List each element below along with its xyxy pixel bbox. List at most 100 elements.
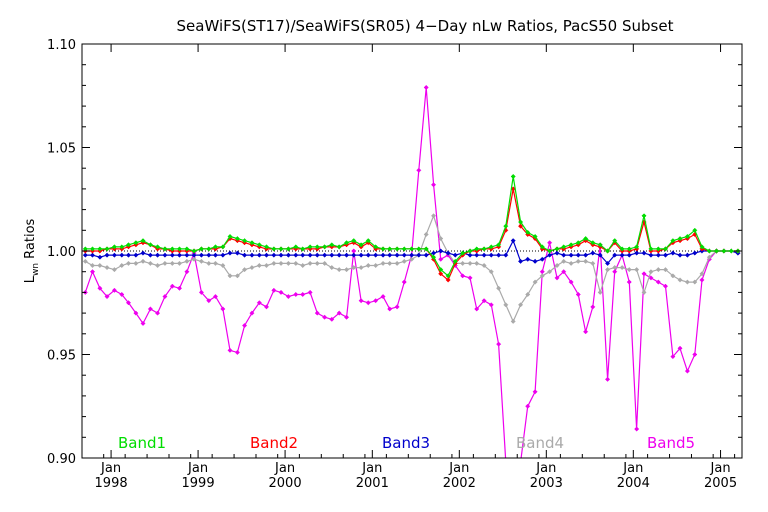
data-point-band4 — [626, 267, 632, 273]
data-point-band4 — [119, 262, 125, 269]
data-point-band4 — [263, 262, 270, 269]
data-point-band5 — [336, 310, 342, 316]
data-point-band1 — [344, 240, 350, 246]
data-point-band4 — [634, 267, 640, 273]
data-point-band5 — [662, 283, 669, 289]
data-point-band4 — [648, 269, 654, 275]
x-tick-year-label: 1998 — [95, 476, 128, 491]
data-point-band1 — [387, 246, 393, 252]
data-point-band4 — [575, 258, 581, 264]
data-point-band3 — [307, 252, 313, 258]
data-point-band5 — [496, 341, 502, 347]
legend-label-band1: Band1 — [118, 434, 166, 452]
data-point-band4 — [387, 260, 393, 266]
data-point-band4 — [89, 262, 96, 269]
data-point-band1 — [619, 246, 625, 252]
data-point-band4 — [206, 260, 212, 266]
data-point-band3 — [692, 250, 698, 256]
data-point-band3 — [445, 250, 451, 256]
data-point-band3 — [336, 252, 342, 258]
data-point-band4 — [619, 265, 625, 271]
data-point-band3 — [329, 252, 335, 258]
x-tick-month-label: Jan — [448, 461, 469, 476]
data-point-band5 — [271, 287, 277, 293]
data-point-band4 — [365, 262, 371, 269]
data-point-band1 — [728, 248, 734, 254]
legend-label-band4: Band4 — [516, 434, 564, 452]
data-point-band1 — [169, 246, 175, 252]
data-point-band4 — [547, 269, 553, 275]
data-point-band3 — [322, 252, 328, 258]
data-point-band3 — [285, 252, 291, 258]
data-point-band3 — [184, 252, 190, 258]
data-point-band3 — [82, 252, 88, 258]
data-point-band4 — [104, 265, 110, 271]
data-point-band1 — [111, 244, 117, 250]
data-point-band1 — [322, 244, 328, 250]
data-point-band5 — [234, 349, 240, 355]
legend-label-band3: Band3 — [382, 434, 430, 452]
y-axis-label-rest: Ratios — [23, 218, 38, 263]
data-point-band4 — [474, 260, 480, 266]
data-point-band4 — [561, 258, 567, 264]
data-point-band5 — [263, 304, 270, 310]
data-point-band2 — [445, 277, 451, 283]
data-point-band1 — [307, 244, 313, 250]
x-tick-month-label: Jan — [100, 461, 121, 476]
data-point-band4 — [358, 265, 364, 271]
data-point-band4 — [198, 258, 204, 264]
data-point-band3 — [605, 260, 611, 266]
data-point-band4 — [597, 289, 603, 295]
data-point-band5 — [605, 376, 611, 382]
data-point-band1 — [97, 246, 103, 252]
data-point-band4 — [329, 265, 335, 271]
data-point-band5 — [249, 310, 255, 316]
data-point-band1 — [119, 244, 125, 250]
data-point-band3 — [539, 256, 545, 262]
data-point-band4 — [525, 291, 531, 298]
data-point-band3 — [293, 252, 299, 258]
data-point-band4 — [300, 262, 306, 269]
data-point-band5 — [518, 460, 522, 464]
data-point-band4 — [612, 265, 618, 271]
data-point-band4 — [155, 262, 161, 269]
data-point-band1 — [670, 238, 676, 244]
data-point-band5 — [365, 300, 371, 306]
data-point-band4 — [401, 258, 407, 264]
data-point-band4 — [518, 302, 524, 308]
legend-label-band2: Band2 — [250, 434, 298, 452]
data-point-band1 — [147, 242, 153, 248]
data-point-band3 — [220, 252, 226, 258]
data-point-band3 — [147, 252, 153, 258]
data-point-band3 — [263, 252, 270, 258]
data-point-band1 — [481, 246, 487, 252]
data-point-band3 — [409, 252, 415, 258]
data-point-band1 — [677, 236, 683, 242]
x-tick-year-label: 1999 — [182, 476, 215, 491]
data-point-band3 — [191, 252, 197, 258]
data-point-band3 — [496, 252, 502, 258]
y-tick-label: 0.95 — [47, 349, 76, 364]
data-point-band5 — [358, 298, 364, 304]
data-point-band3 — [532, 258, 538, 264]
data-point-band3 — [467, 252, 473, 258]
data-point-band3 — [583, 252, 589, 258]
data-point-band4 — [539, 273, 545, 279]
data-point-band3 — [481, 252, 487, 258]
data-point-band5 — [416, 167, 422, 173]
data-point-band4 — [285, 260, 291, 266]
data-point-band5 — [467, 275, 473, 281]
data-point-band5 — [184, 269, 190, 275]
data-point-band4 — [467, 260, 473, 266]
data-point-band1 — [452, 258, 458, 264]
data-point-band3 — [670, 250, 676, 256]
data-point-band3 — [89, 252, 96, 258]
data-point-band4 — [431, 213, 437, 219]
data-point-band5 — [474, 306, 480, 312]
data-point-band5 — [242, 322, 248, 329]
data-point-band5 — [125, 300, 132, 306]
y-tick-label: 1.05 — [47, 142, 76, 157]
data-point-band5 — [387, 306, 393, 312]
data-point-band4 — [460, 260, 466, 266]
data-point-band3 — [416, 252, 422, 258]
